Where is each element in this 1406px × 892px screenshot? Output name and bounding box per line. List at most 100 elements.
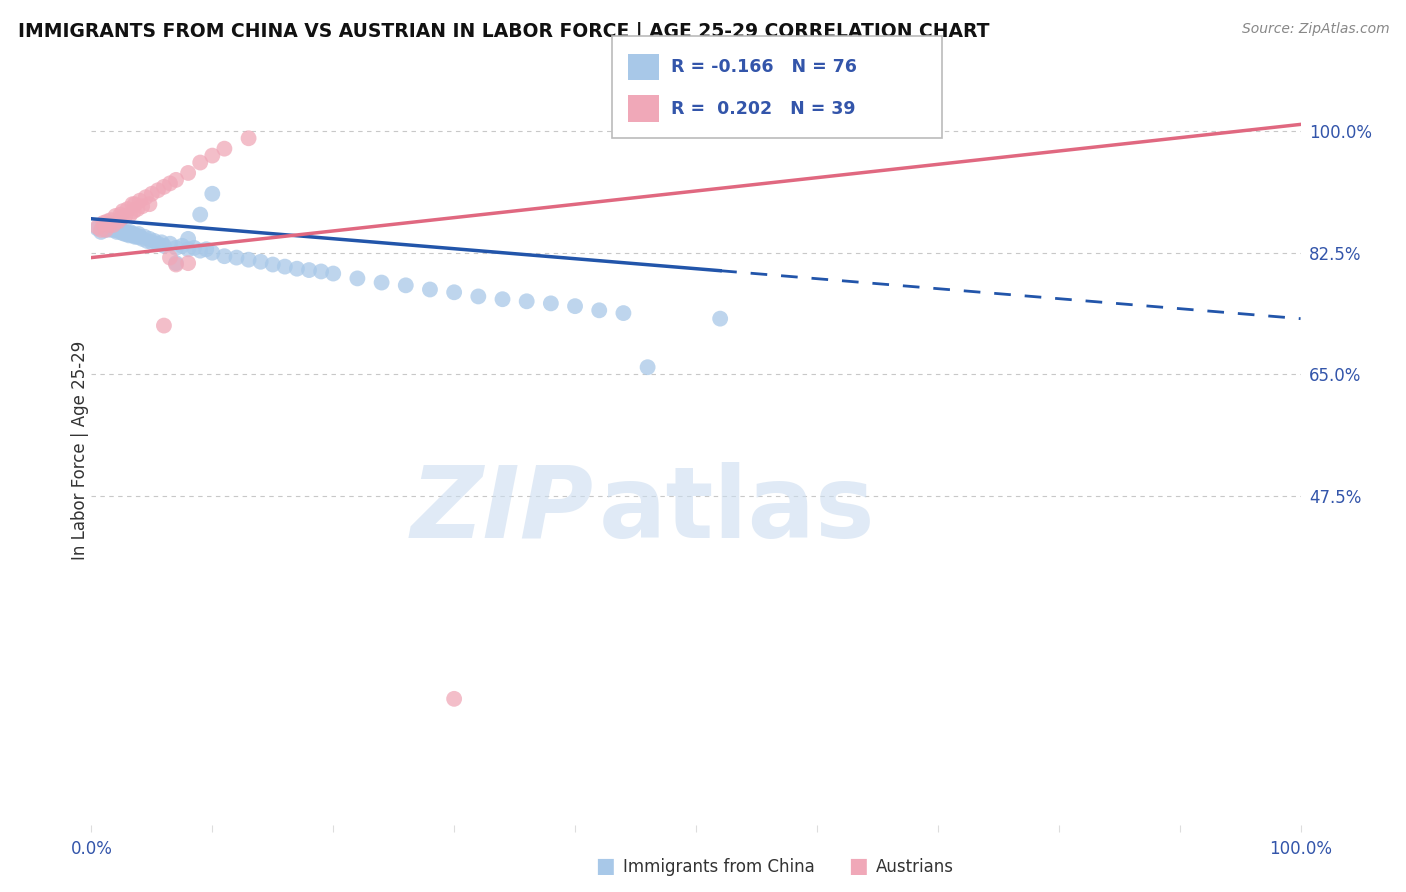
Point: [709, 311, 731, 326]
Point: [322, 267, 344, 281]
Point: [136, 234, 159, 248]
Point: [395, 278, 418, 293]
Point: [122, 227, 145, 241]
Text: ■: ■: [848, 856, 868, 876]
Point: [138, 232, 160, 246]
Point: [105, 225, 128, 239]
Text: ZIP: ZIP: [411, 462, 593, 559]
Point: [249, 254, 271, 268]
Point: [564, 299, 586, 313]
Point: [165, 173, 187, 187]
Point: [98, 218, 121, 232]
Point: [86, 221, 108, 235]
Point: [188, 155, 211, 169]
Y-axis label: In Labor Force | Age 25-29: In Labor Force | Age 25-29: [72, 341, 89, 560]
Point: [309, 264, 332, 278]
Point: [419, 283, 441, 297]
Point: [201, 186, 224, 201]
Text: Austrians: Austrians: [876, 858, 953, 876]
Point: [125, 228, 148, 243]
Point: [86, 220, 108, 235]
Point: [118, 228, 141, 243]
Point: [121, 197, 143, 211]
Point: [112, 225, 135, 239]
Point: [94, 223, 117, 237]
Point: [110, 208, 132, 222]
Point: [134, 229, 156, 244]
Point: [177, 242, 200, 256]
Point: [177, 256, 200, 270]
Point: [117, 227, 139, 241]
Point: [111, 204, 134, 219]
Point: [188, 208, 211, 222]
Point: [120, 225, 142, 239]
Point: [165, 256, 187, 270]
Text: R =  0.202   N = 39: R = 0.202 N = 39: [671, 100, 855, 118]
Point: [104, 223, 127, 237]
Point: [121, 228, 143, 243]
Point: [128, 229, 150, 244]
Point: [124, 229, 146, 244]
Point: [201, 148, 224, 162]
Point: [96, 218, 118, 232]
Point: [274, 260, 297, 274]
Point: [131, 199, 153, 213]
Point: [100, 223, 122, 237]
Point: [214, 249, 236, 263]
Point: [127, 229, 149, 244]
Point: [443, 691, 465, 706]
Point: [188, 244, 211, 258]
Point: [516, 294, 538, 309]
Point: [122, 204, 145, 219]
Point: [101, 221, 124, 235]
Point: [93, 216, 115, 230]
Point: [124, 197, 146, 211]
Point: [131, 232, 153, 246]
Point: [115, 225, 138, 239]
Point: [146, 236, 169, 251]
Point: [238, 131, 260, 145]
Text: ■: ■: [595, 856, 614, 876]
Point: [98, 221, 121, 235]
Point: [346, 271, 368, 285]
Point: [114, 227, 136, 241]
Text: IMMIGRANTS FROM CHINA VS AUSTRIAN IN LABOR FORCE | AGE 25-29 CORRELATION CHART: IMMIGRANTS FROM CHINA VS AUSTRIAN IN LAB…: [18, 22, 990, 42]
Point: [128, 194, 150, 208]
Point: [90, 225, 112, 239]
Point: [100, 213, 122, 227]
Point: [443, 285, 465, 300]
Point: [117, 202, 139, 216]
Point: [214, 142, 236, 156]
Point: [262, 258, 284, 272]
Point: [111, 211, 132, 225]
Point: [114, 209, 136, 223]
Point: [285, 261, 308, 276]
Point: [201, 245, 224, 260]
Point: [107, 221, 129, 235]
Text: Source: ZipAtlas.com: Source: ZipAtlas.com: [1241, 22, 1389, 37]
Point: [128, 227, 150, 241]
Point: [101, 220, 124, 235]
Point: [141, 235, 163, 250]
Point: [143, 234, 166, 248]
Point: [588, 303, 610, 318]
Point: [150, 235, 173, 250]
Point: [172, 239, 194, 253]
Point: [612, 306, 634, 320]
Point: [491, 292, 513, 306]
Point: [111, 223, 132, 237]
Point: [103, 223, 125, 237]
Point: [153, 179, 176, 194]
Point: [135, 190, 157, 204]
Point: [165, 258, 187, 272]
Point: [108, 223, 131, 237]
Point: [104, 209, 127, 223]
Point: [138, 197, 160, 211]
Point: [637, 360, 659, 375]
Point: [225, 251, 247, 265]
Point: [94, 223, 117, 237]
Point: [177, 166, 200, 180]
Point: [159, 251, 181, 265]
Point: [467, 289, 489, 303]
Point: [238, 252, 260, 267]
